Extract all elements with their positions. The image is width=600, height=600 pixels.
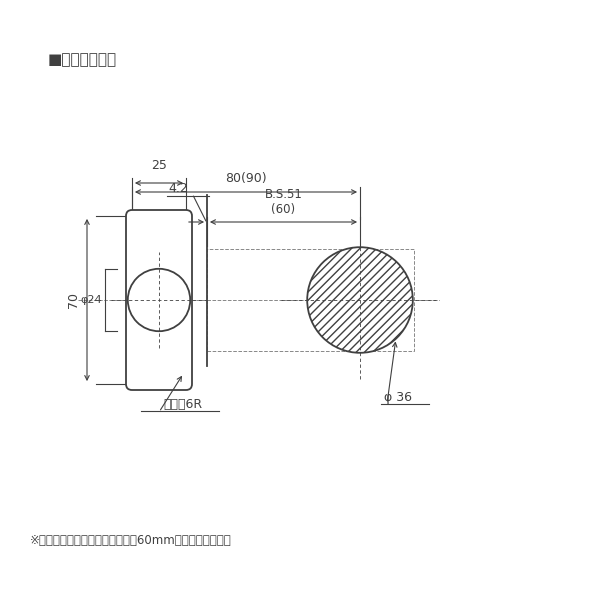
FancyBboxPatch shape [126, 210, 192, 390]
Circle shape [128, 269, 190, 331]
Bar [207, 249, 414, 351]
Text: 4.2: 4.2 [169, 182, 188, 195]
Text: 70: 70 [67, 292, 80, 308]
Text: φ 36: φ 36 [384, 391, 412, 404]
Text: ※（　）内の数字はバックセット60mmの場合の数字です: ※（ ）内の数字はバックセット60mmの場合の数字です [30, 533, 232, 547]
Text: φ24: φ24 [80, 295, 102, 305]
Circle shape [307, 247, 413, 353]
Text: B.S.51
(60): B.S.51 (60) [265, 188, 302, 216]
Text: ■切欠き加工図: ■切欠き加工図 [48, 52, 117, 67]
Text: 25: 25 [151, 159, 167, 172]
Text: 80(90): 80(90) [225, 172, 267, 185]
Text: 角又は6R: 角又は6R [163, 398, 203, 411]
